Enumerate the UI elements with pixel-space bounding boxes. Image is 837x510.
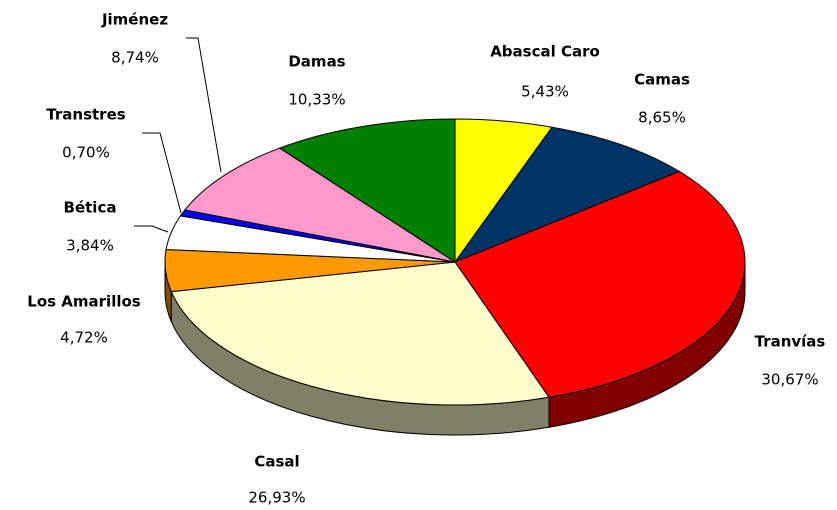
slice-label: Jiménez bbox=[101, 11, 168, 29]
slice-label: Abascal Caro bbox=[490, 43, 600, 61]
value-label: 30,67% bbox=[761, 371, 818, 389]
value-label: 26,93% bbox=[248, 489, 305, 507]
leader-line bbox=[186, 37, 222, 173]
slice-label: Casal bbox=[254, 453, 299, 471]
slice-label: Los Amarillos bbox=[27, 293, 141, 311]
value-label: 8,74% bbox=[111, 49, 159, 67]
pie-slice bbox=[278, 118, 456, 263]
value-label: 10,33% bbox=[288, 91, 345, 109]
leader-line bbox=[134, 225, 169, 233]
slice-label: Bética bbox=[64, 199, 117, 217]
value-label: 4,72% bbox=[60, 329, 108, 347]
value-label: 5,43% bbox=[521, 83, 569, 101]
value-label: 8,65% bbox=[638, 109, 686, 127]
value-label: 3,84% bbox=[66, 237, 114, 255]
pie-slice bbox=[454, 170, 746, 398]
value-label: 0,70% bbox=[62, 144, 110, 162]
slice-label: Tranvías bbox=[755, 333, 826, 351]
slice-label: Transtres bbox=[46, 106, 125, 124]
pie-slice bbox=[184, 147, 456, 263]
slice-label: Damas bbox=[288, 53, 345, 71]
slice-label: Camas bbox=[634, 71, 690, 89]
pie-slice bbox=[170, 261, 550, 406]
leader-line bbox=[142, 132, 182, 214]
pie-slice bbox=[453, 126, 681, 264]
